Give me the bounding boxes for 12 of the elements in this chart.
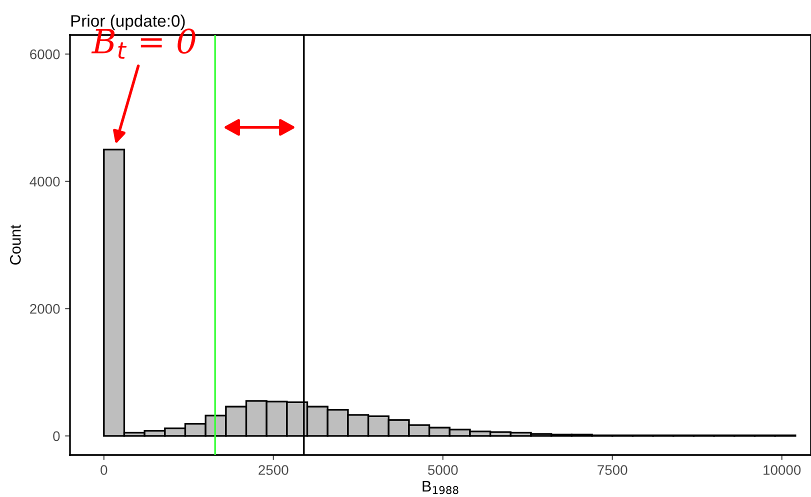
- x-tick-label: 5000: [428, 465, 458, 475]
- y-axis-title: Count: [10, 224, 21, 265]
- x-tick-label: 10000: [764, 465, 801, 475]
- x-tick-label: 0: [100, 465, 108, 475]
- x-tick-label: 7500: [598, 465, 628, 475]
- x-axis-title: B$_{1988}$: [422, 480, 458, 494]
- y-tick-label: 2000: [30, 304, 60, 314]
- y-tick-label: 6000: [30, 49, 60, 60]
- y-tick-label: 0: [53, 431, 60, 442]
- chart-title: Prior (update:0): [71, 14, 185, 30]
- x-tick-label: 2500: [258, 465, 288, 475]
- y-tick-label: 4000: [30, 176, 60, 187]
